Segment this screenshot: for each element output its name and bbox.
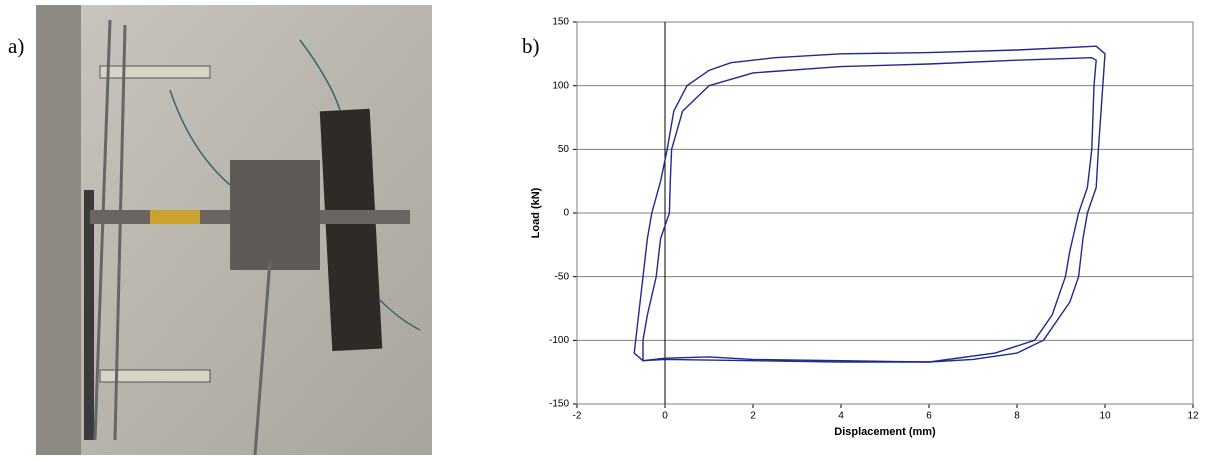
x-axis-title: Displacement (mm) (834, 426, 936, 438)
photo-crack (169, 39, 421, 331)
y-axis-title: Load (kN) (530, 187, 542, 238)
y-tick-label: -50 (555, 271, 570, 282)
plot-border (576, 21, 1194, 405)
photo (36, 5, 432, 456)
x-tick-label: 6 (926, 411, 932, 422)
y-tick-label: 50 (558, 144, 570, 155)
load-curve (633, 45, 1106, 363)
photo-fitting (150, 210, 200, 224)
photo-plate (319, 108, 383, 352)
x-tick-label: 2 (750, 411, 756, 422)
panel-label: b) (522, 34, 540, 58)
photo-frame (84, 190, 94, 440)
x-tick-label: 0 (662, 411, 668, 422)
load-curve (642, 57, 1097, 363)
photo-cable (93, 19, 272, 456)
y-tick-label: 100 (552, 80, 569, 91)
chart: -150 -100 -50 0 50 100 150 -2 0 2 4 6 8 10 12 Displacem… (530, 17, 1199, 438)
photo-block (230, 160, 320, 270)
x-tick-label: 10 (1099, 411, 1111, 422)
photo-sensor (99, 369, 211, 383)
y-tick-label: 150 (552, 17, 569, 28)
x-tick-label: -2 (573, 411, 582, 422)
y-tick-label: -100 (549, 335, 569, 346)
x-tick-label: 12 (1187, 411, 1199, 422)
x-tick-label: 4 (838, 411, 844, 422)
photo-sensor (99, 65, 211, 79)
y-tick-label: 0 (563, 208, 569, 219)
panel-label: a) (8, 34, 24, 58)
y-tick-label: -150 (549, 399, 569, 410)
x-tick-label: 8 (1014, 411, 1020, 422)
photo-column (36, 5, 81, 455)
